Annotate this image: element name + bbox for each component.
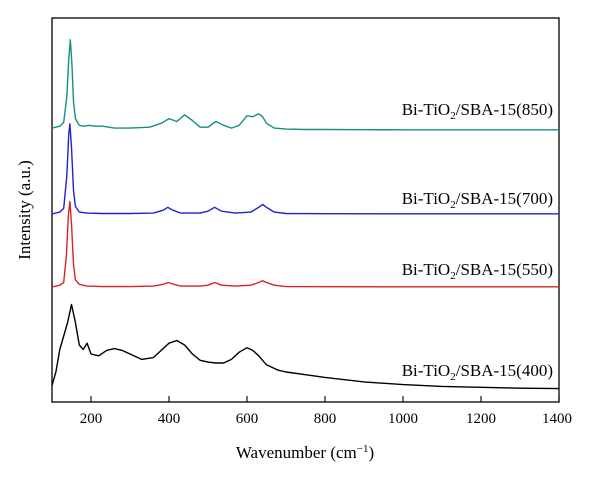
- x-tick-label-1400: 1400: [542, 411, 572, 427]
- series-line-3: [51, 303, 560, 390]
- series-line-1: [51, 123, 559, 215]
- series-line-0: [51, 39, 559, 131]
- series-label-2: Bi-TiO2/SBA-15(550): [402, 260, 553, 282]
- x-axis-ticks: 200 400 600 800 1000 1200 1400: [80, 396, 572, 427]
- plot-frame: [51, 17, 560, 403]
- x-tick-label-400: 400: [158, 411, 181, 427]
- x-tick-label-800: 800: [314, 411, 337, 427]
- x-tick-label-200: 200: [80, 411, 103, 427]
- x-axis-title: Wavenumber (cm−1): [236, 443, 374, 462]
- x-tick-label-600: 600: [236, 411, 259, 427]
- x-tick-label-1000: 1000: [388, 411, 418, 427]
- x-tick-label-1200: 1200: [466, 411, 496, 427]
- series-line-2: [51, 200, 559, 288]
- series-label-0: Bi-TiO2/SBA-15(850): [402, 100, 553, 122]
- series-labels: Bi-TiO2/SBA-15(850) Bi-TiO2/SBA-15(700) Bi…: [402, 100, 553, 383]
- series-label-3: Bi-TiO2/SBA-15(400): [402, 361, 553, 383]
- y-axis-title: Intensity (a.u.): [15, 160, 34, 260]
- series-label-1: Bi-TiO2/SBA-15(700): [402, 189, 553, 211]
- series-lines: [51, 39, 560, 390]
